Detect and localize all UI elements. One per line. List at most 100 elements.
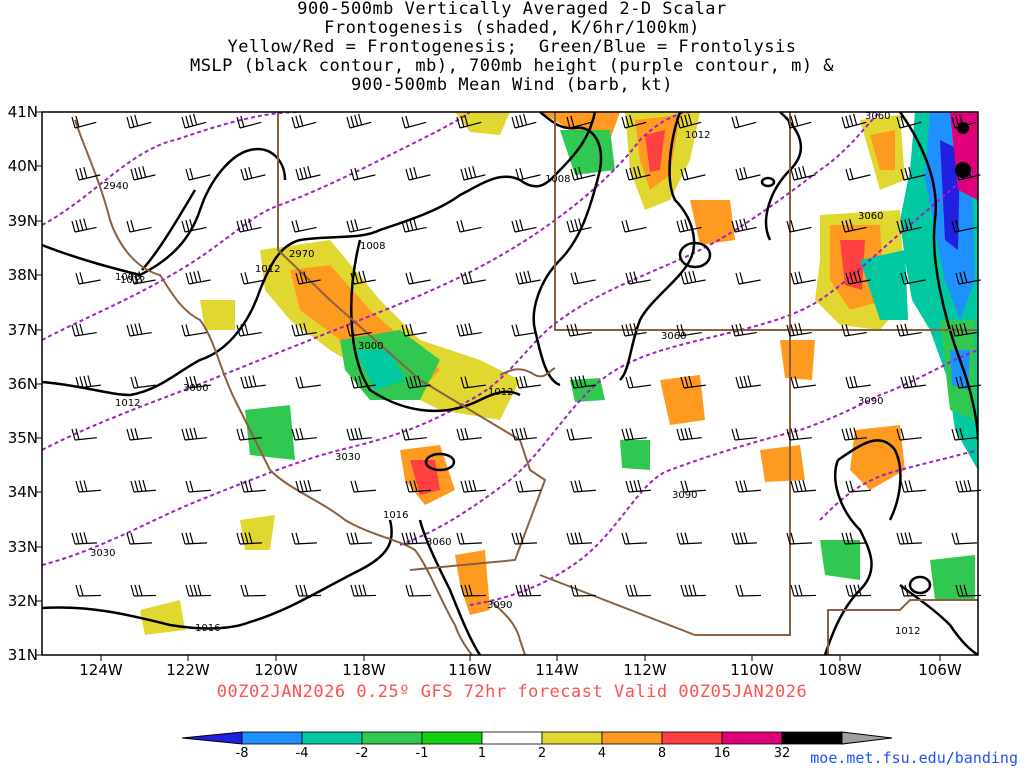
wind-barb xyxy=(841,532,868,545)
wind-barb xyxy=(676,219,702,233)
wind-barb xyxy=(71,323,97,337)
wind-barb xyxy=(955,166,981,181)
wind-barb xyxy=(456,428,482,441)
wind-barb xyxy=(896,115,922,129)
height-label: 2940 xyxy=(103,181,128,192)
wind-barb xyxy=(845,480,871,493)
height-label: 3000 xyxy=(358,341,383,352)
colorbar-label: -2 xyxy=(355,746,369,761)
wind-barb xyxy=(181,113,207,129)
height-label: 3060 xyxy=(426,537,451,548)
colorbar-label: 2 xyxy=(537,746,547,761)
wind-barb xyxy=(786,532,813,545)
wind-barb xyxy=(515,480,541,493)
colorbar-cell xyxy=(661,731,723,745)
mslp-label: 1012 xyxy=(488,387,513,398)
wind-barb xyxy=(625,376,651,389)
wind-barb xyxy=(295,376,321,389)
wind-barb xyxy=(460,376,486,389)
colorbar-label: 32 xyxy=(773,746,791,761)
wind-barb xyxy=(405,480,431,493)
wind-barb xyxy=(181,532,208,545)
colorbar-label: -8 xyxy=(235,746,249,761)
wind-barb xyxy=(676,113,702,129)
wind-barb xyxy=(951,322,977,337)
credit-link[interactable]: moe.met.fsu.edu/banding xyxy=(810,749,1018,767)
wind-barb xyxy=(570,272,596,285)
wind-barb xyxy=(236,532,263,545)
wind-barb xyxy=(185,480,211,493)
wind-barb xyxy=(181,324,207,337)
wind-barb xyxy=(951,114,977,129)
wind-barb xyxy=(841,219,867,233)
wind-barb xyxy=(511,324,537,337)
mslp-label: 1012 xyxy=(895,626,920,637)
wind-barb xyxy=(621,532,648,545)
chart-title: 900-500mb Vertically Averaged 2-D Scalar… xyxy=(0,0,1024,95)
wind-barb xyxy=(735,166,761,181)
wind-barb xyxy=(900,375,926,389)
wind-barb xyxy=(405,375,431,389)
height-label: 3060 xyxy=(865,111,890,122)
colorbar-cell xyxy=(361,731,423,745)
wind-barb xyxy=(845,167,871,181)
wind-barb xyxy=(845,270,871,285)
lat-label: 40N xyxy=(7,157,38,175)
height-label: 3090 xyxy=(487,600,512,611)
wind-barb xyxy=(291,220,317,233)
wind-barb xyxy=(680,167,706,181)
wind-barb xyxy=(566,532,593,545)
wind-barb xyxy=(75,480,101,493)
wind-barb xyxy=(900,272,926,285)
wind-barb xyxy=(786,114,812,129)
wind-barb xyxy=(515,270,541,285)
colorbar-arrow-left xyxy=(181,731,243,745)
wind-barb xyxy=(126,220,152,233)
wind-barb xyxy=(680,584,707,597)
wind-barb xyxy=(185,270,211,285)
wind-barb xyxy=(790,271,816,285)
wind-barb xyxy=(515,375,541,389)
mslp-label: 1012 xyxy=(115,398,140,409)
wind-barb xyxy=(900,480,926,493)
colorbar-label: -1 xyxy=(415,746,429,761)
wind-barb xyxy=(71,532,98,545)
wind-barb xyxy=(731,428,757,441)
wind-barb xyxy=(240,272,266,285)
wind-barb xyxy=(896,428,922,441)
wind-barb xyxy=(786,428,812,441)
wind-barb xyxy=(625,271,651,285)
wind-barb xyxy=(456,322,482,337)
height-contours xyxy=(42,112,978,606)
height-label: 3060 xyxy=(858,211,883,222)
lon-label: 124W xyxy=(79,661,123,679)
lat-label: 35N xyxy=(7,429,38,447)
wind-barb xyxy=(735,480,761,493)
lon-label: 118W xyxy=(342,661,386,679)
title-line-4: MSLP (black contour, mb), 700mb height (… xyxy=(189,56,835,76)
wind-barb xyxy=(566,428,592,441)
wind-barb xyxy=(841,427,867,441)
wind-barb xyxy=(951,428,977,441)
mslp-label: 1012 xyxy=(685,130,710,141)
colorbar-cell xyxy=(301,731,363,745)
lon-label: 122W xyxy=(166,661,210,679)
wind-barb xyxy=(790,376,816,389)
mslp-label: 1012 xyxy=(120,275,145,286)
wind-barbs xyxy=(71,113,982,597)
wind-barb xyxy=(621,114,647,129)
wind-barb xyxy=(291,114,317,129)
wind-barb xyxy=(511,427,537,441)
wind-barb xyxy=(790,584,817,597)
wind-barb xyxy=(570,584,597,597)
wind-barb xyxy=(955,376,981,389)
colorbar-cell xyxy=(601,731,663,745)
wind-barb xyxy=(181,219,207,233)
wind-barb xyxy=(735,375,761,389)
lat-label: 36N xyxy=(7,375,38,393)
wind-barb xyxy=(460,166,486,181)
wind-barb xyxy=(841,324,867,337)
lat-label: 39N xyxy=(7,212,38,230)
wind-barb xyxy=(680,375,706,389)
colorbar-cell xyxy=(781,731,843,745)
